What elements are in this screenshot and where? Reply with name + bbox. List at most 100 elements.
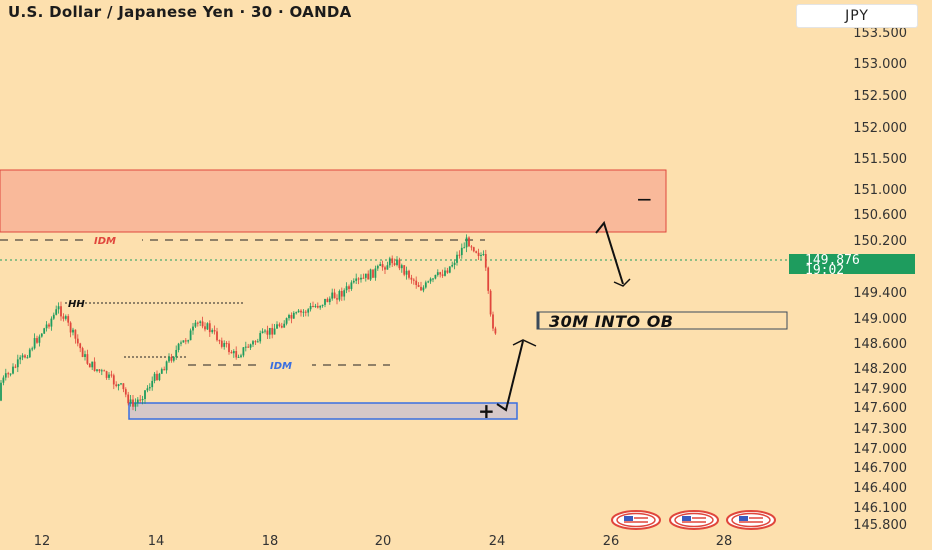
price-tick-label: 146.100 bbox=[853, 501, 907, 516]
candle-body bbox=[175, 349, 178, 358]
candle-body bbox=[110, 374, 113, 376]
candle-body bbox=[360, 277, 362, 280]
us-flag-icon[interactable] bbox=[726, 510, 776, 530]
candle-body bbox=[355, 278, 358, 281]
price-tick-label: 147.600 bbox=[853, 401, 907, 416]
candle-body bbox=[314, 305, 317, 307]
candle-body bbox=[441, 274, 444, 276]
price-tick-label: 150.200 bbox=[853, 234, 907, 249]
candle-body bbox=[264, 330, 266, 332]
candle-body bbox=[199, 321, 202, 323]
candle-body bbox=[463, 247, 466, 249]
candle-body bbox=[21, 355, 24, 358]
candle-body bbox=[240, 355, 242, 357]
candle-body bbox=[468, 237, 470, 247]
price-tick-label: 146.400 bbox=[853, 481, 907, 496]
candle-body bbox=[98, 369, 101, 372]
candle-body bbox=[448, 266, 451, 273]
candle-body bbox=[184, 340, 187, 342]
candle-body bbox=[261, 331, 264, 334]
candle-body bbox=[427, 281, 430, 283]
candle-body bbox=[480, 255, 482, 257]
demand-zone[interactable] bbox=[128, 402, 518, 420]
candle-body bbox=[151, 380, 154, 388]
time-tick-label: 26 bbox=[603, 534, 620, 549]
projection-arrow-down-head bbox=[613, 278, 631, 287]
candle-body bbox=[55, 309, 58, 315]
candle-body bbox=[324, 298, 326, 305]
candle-body bbox=[122, 383, 125, 390]
candle-body bbox=[220, 340, 223, 347]
currency-button[interactable]: JPY bbox=[796, 4, 918, 28]
candle-body bbox=[7, 373, 10, 375]
candle-body bbox=[79, 343, 82, 349]
candle-body bbox=[31, 348, 34, 350]
candle-body bbox=[458, 254, 461, 256]
candle-body bbox=[129, 399, 132, 404]
price-tick-label: 145.800 bbox=[853, 518, 907, 533]
candle-body bbox=[487, 267, 490, 291]
candle-body bbox=[388, 258, 391, 266]
price-tick-label: 147.000 bbox=[853, 442, 907, 457]
candle-body bbox=[28, 349, 31, 358]
candle-body bbox=[45, 324, 48, 329]
candle-body bbox=[492, 314, 494, 329]
candlestick-series bbox=[0, 234, 497, 412]
candle-body bbox=[120, 383, 122, 385]
candle-body bbox=[343, 290, 346, 297]
candle-body bbox=[170, 356, 173, 361]
candle-body bbox=[192, 326, 194, 331]
candle-body bbox=[297, 310, 300, 313]
us-flag-icon[interactable] bbox=[669, 510, 719, 530]
time-tick-label: 12 bbox=[34, 534, 51, 549]
candle-body bbox=[331, 292, 334, 299]
time-tick-label: 20 bbox=[375, 534, 392, 549]
candle-body bbox=[163, 369, 166, 371]
candle-body bbox=[465, 237, 468, 248]
time-tick-label: 14 bbox=[148, 534, 165, 549]
candle-body bbox=[357, 278, 360, 280]
candle-body bbox=[33, 338, 36, 349]
candle-body bbox=[338, 291, 341, 300]
price-tick-label: 146.700 bbox=[853, 461, 907, 476]
supply-zone[interactable] bbox=[0, 169, 667, 233]
candle-body bbox=[484, 254, 487, 268]
candle-body bbox=[420, 286, 422, 291]
candle-body bbox=[105, 371, 108, 378]
candle-body bbox=[160, 369, 163, 374]
candle-body bbox=[208, 323, 211, 333]
candle-body bbox=[259, 333, 262, 342]
time-axis[interactable]: 12 14 18 20 24 26 28 bbox=[34, 534, 733, 549]
price-tick-label: 151.500 bbox=[853, 152, 907, 167]
candle-body bbox=[14, 366, 17, 368]
candle-body bbox=[12, 366, 14, 374]
callout-text: 30M INTO OB bbox=[549, 312, 673, 331]
current-price-tag: 149.876 19:02 bbox=[789, 253, 915, 277]
candle-body bbox=[456, 254, 458, 263]
candle-body bbox=[237, 356, 240, 358]
candle-body bbox=[494, 328, 497, 334]
candle-body bbox=[408, 270, 410, 278]
candle-body bbox=[76, 338, 79, 344]
candle-body bbox=[100, 370, 103, 372]
candle-body bbox=[36, 338, 38, 343]
candle-body bbox=[117, 384, 120, 387]
candle-body bbox=[172, 357, 175, 361]
candle-body bbox=[194, 322, 197, 327]
candle-body bbox=[168, 356, 170, 362]
candle-body bbox=[321, 304, 324, 306]
candle-body bbox=[91, 361, 94, 368]
price-axis[interactable]: 153.500 153.000 152.500 152.000 151.500 151.0… bbox=[853, 26, 907, 533]
candle-body bbox=[345, 286, 348, 291]
candle-body bbox=[393, 263, 396, 265]
candle-body bbox=[88, 363, 91, 368]
us-flag-icon[interactable] bbox=[611, 510, 661, 530]
demand-plus-sign: + bbox=[478, 399, 495, 423]
candle-body bbox=[144, 390, 146, 400]
candle-body bbox=[235, 351, 238, 358]
candle-body bbox=[148, 387, 151, 389]
candle-body bbox=[348, 286, 350, 289]
current-price-value: 149.876 bbox=[805, 253, 860, 268]
candle-body bbox=[268, 327, 271, 335]
